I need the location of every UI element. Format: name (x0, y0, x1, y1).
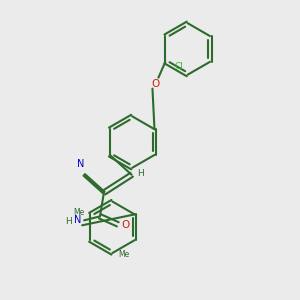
Text: N: N (77, 159, 85, 169)
Text: O: O (122, 220, 130, 230)
Text: O: O (151, 79, 160, 88)
Text: Cl: Cl (175, 62, 184, 71)
Text: Me: Me (73, 208, 84, 217)
Text: H: H (65, 217, 72, 226)
Text: N: N (74, 215, 82, 225)
Text: Me: Me (118, 250, 130, 259)
Text: H: H (138, 169, 144, 178)
